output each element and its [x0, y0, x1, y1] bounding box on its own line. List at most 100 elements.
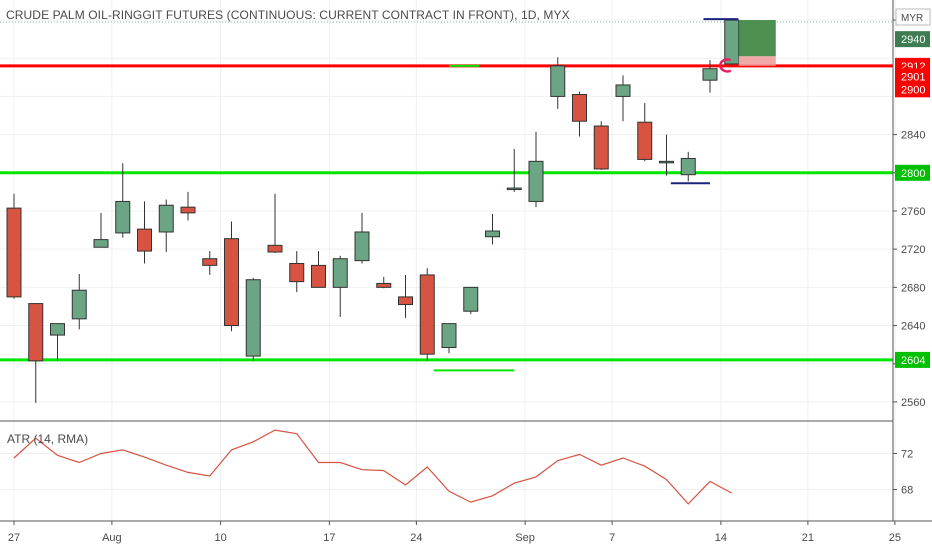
candle — [50, 323, 65, 361]
time-tick-label: Aug — [102, 532, 122, 544]
position-loss-zone — [738, 56, 776, 66]
tool-badge-2: 2900 — [901, 84, 925, 96]
tool-badge-1: 2901 — [901, 71, 925, 83]
position-profit-zone — [738, 20, 776, 57]
candle-body — [593, 125, 609, 170]
price-tick-label: 2720 — [901, 244, 925, 256]
price-tick-label: 2560 — [901, 397, 925, 409]
candle-body — [224, 238, 239, 327]
atr-tick-label: 68 — [901, 485, 913, 497]
candle — [71, 273, 87, 330]
candle-body — [28, 303, 44, 362]
candle — [659, 134, 674, 176]
candle-body — [93, 239, 109, 248]
candle — [311, 251, 326, 288]
time-tick-label: 25 — [889, 532, 901, 544]
candle — [506, 148, 522, 192]
candle-body — [50, 323, 65, 336]
candle — [224, 221, 239, 332]
candle-body — [398, 296, 413, 306]
last-price-badge-bg — [895, 31, 930, 48]
candle — [680, 151, 696, 182]
candle — [180, 191, 196, 221]
candle-body — [354, 231, 370, 262]
atr-title: ATR (14, RMA) — [7, 432, 89, 446]
time-tick-label: 17 — [323, 532, 335, 544]
green-level-badge-2: 2604 — [901, 355, 925, 367]
candle — [463, 286, 479, 315]
candle-body — [180, 206, 196, 214]
time-tick-label: 7 — [609, 532, 615, 544]
time-tick-label: 27 — [8, 532, 20, 544]
candle — [572, 91, 587, 137]
candle-body — [137, 228, 152, 252]
price-tick-label: 2680 — [901, 282, 925, 294]
candle-body — [267, 244, 283, 253]
touch-marker-arc — [719, 58, 732, 73]
candle — [332, 255, 348, 317]
candle-body — [332, 258, 348, 288]
candle-series — [6, 19, 740, 403]
candle — [354, 212, 370, 264]
candle-body — [702, 68, 718, 81]
tool-badge-2-bg — [895, 81, 930, 98]
candle — [137, 201, 152, 264]
price-tick-label: 2640 — [901, 321, 925, 333]
candle-body — [419, 274, 435, 355]
candle-body — [245, 279, 261, 357]
candle — [550, 57, 566, 109]
grid-lines — [0, 0, 896, 521]
candle-body — [311, 264, 326, 288]
green-level-badge-1: 2800 — [901, 168, 925, 180]
last-price-badge: 2940 — [901, 34, 925, 46]
price-tick-label: 2760 — [901, 206, 925, 218]
candle-body — [680, 157, 696, 176]
candle-body — [615, 84, 631, 97]
candle — [528, 131, 544, 208]
currency-box — [895, 8, 931, 26]
price-tick-label: 2840 — [901, 130, 925, 142]
candle-body — [158, 204, 174, 233]
candle — [724, 19, 740, 65]
candle-body — [71, 289, 87, 320]
level-lines — [0, 64, 893, 362]
candle-body — [6, 207, 22, 298]
candle — [202, 251, 218, 275]
candle — [637, 103, 653, 162]
candle — [245, 277, 261, 361]
candle — [158, 199, 174, 253]
atr-series — [13, 429, 733, 505]
candle-body — [441, 323, 457, 348]
currency-label: MYR — [901, 13, 923, 24]
candle — [593, 121, 609, 170]
atr-tick-label: 72 — [901, 449, 913, 461]
candle-body — [115, 200, 131, 234]
green-level-badge-2-bg — [895, 351, 930, 368]
candle-body — [506, 187, 522, 191]
time-tick-label: 14 — [715, 532, 727, 544]
green-level-badge-1-bg — [895, 164, 930, 181]
candle-body — [376, 283, 392, 288]
candle-body — [572, 94, 587, 122]
candle-body — [724, 19, 740, 65]
candle — [419, 268, 435, 361]
candle — [702, 60, 718, 93]
chart-title: CRUDE PALM OIL-RINGGIT FUTURES (CONTINUO… — [6, 8, 570, 22]
candle-body — [463, 286, 479, 312]
candle-body — [289, 262, 305, 283]
time-tick-label: 21 — [802, 532, 814, 544]
candle-body — [485, 230, 500, 238]
time-tick-label: Sep — [515, 532, 535, 544]
candle-body — [528, 160, 544, 202]
candle-body — [659, 160, 674, 164]
drawing-overlays — [433, 18, 776, 372]
candle — [485, 213, 500, 245]
candle — [267, 193, 283, 253]
candle-body — [550, 65, 566, 97]
candle — [615, 75, 631, 122]
candle-body — [202, 258, 218, 266]
candle — [6, 193, 22, 299]
